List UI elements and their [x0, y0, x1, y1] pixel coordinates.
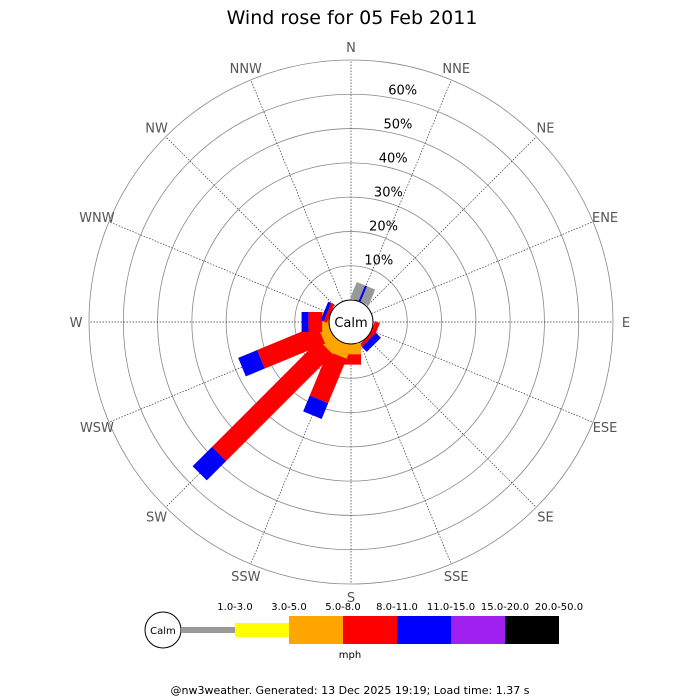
legend-swatch-8.0-11.0 — [343, 616, 397, 644]
direction-label-ese: ESE — [593, 421, 618, 436]
direction-label-e: E — [622, 316, 630, 331]
direction-label-se: SE — [537, 510, 553, 525]
petal-se-11.0-15.0 — [365, 336, 381, 352]
radial-tick-label: 40% — [379, 151, 408, 166]
radial-tick-label: 10% — [364, 253, 393, 268]
radial-tick-label: 60% — [388, 84, 417, 99]
petal-wnw-11.0-15.0 — [320, 301, 332, 322]
grid-spoke — [371, 330, 594, 423]
chart-title: Wind rose for 05 Feb 2011 — [227, 7, 478, 29]
grid-ring — [260, 231, 442, 413]
legend-swatch-3.0-5.0 — [235, 623, 289, 637]
direction-label-n: N — [346, 41, 356, 56]
petal-w-11.0-15.0 — [301, 312, 309, 332]
direction-label-ene: ENE — [592, 211, 618, 226]
radial-tick-label: 20% — [369, 219, 398, 234]
legend-swatch-20.0-50.0 — [505, 616, 559, 644]
petal-ssw-8.0-11.0 — [309, 351, 347, 404]
grid-ring — [88, 59, 614, 585]
grid-spoke — [108, 221, 331, 314]
chart-labels: N NNE NE ENE E ESE SE SSE S SSW SW WSW W WNW NW NNW 10% 2… — [70, 41, 631, 606]
direction-label-wnw: WNW — [79, 211, 115, 226]
petal-wnw-8.0-11.0 — [323, 303, 335, 323]
chart-legend: Calm 1.0-3.0 3.0-5.0 5.0-8.0 8.0-11.0 11.0-15… — [144, 602, 583, 661]
direction-label-sse: SSE — [444, 570, 469, 585]
grid-spoke — [250, 79, 343, 302]
grid-spoke — [165, 136, 336, 307]
grid-spoke — [366, 337, 537, 508]
legend-swatch-1.0-3.0 — [181, 627, 235, 633]
petal-se-8.0-11.0 — [359, 330, 377, 348]
direction-label-ne: NE — [536, 122, 554, 137]
legend-calm-label: Calm — [150, 626, 176, 637]
grid-ring — [122, 93, 580, 551]
legend-label-5.0-8.0: 5.0-8.0 — [325, 602, 360, 613]
grid-spoke — [366, 136, 537, 307]
radial-tick-label: 50% — [383, 117, 412, 132]
direction-label-nw: NW — [145, 122, 168, 137]
direction-label-s: S — [347, 591, 355, 606]
legend-label-3.0-5.0: 3.0-5.0 — [271, 602, 306, 613]
direction-label-wsw: WSW — [80, 421, 114, 436]
legend-swatch-15.0-20.0 — [451, 616, 505, 644]
grid-spoke — [371, 221, 594, 314]
petal-w-8.0-11.0 — [308, 312, 323, 332]
calm-circle — [328, 299, 374, 345]
direction-label-sw: SW — [146, 510, 167, 525]
direction-label-w: W — [70, 316, 83, 331]
petal-nne-line — [358, 285, 367, 303]
calm-center: Calm — [328, 299, 374, 345]
petal-ssw-11.0-15.0 — [303, 395, 329, 420]
calm-label: Calm — [334, 316, 367, 331]
grid-spoke — [359, 79, 452, 302]
legend-units: mph — [339, 650, 361, 661]
petal-se-11.0-15.0 — [361, 332, 380, 351]
legend-label-8.0-11.0: 8.0-11.0 — [376, 602, 418, 613]
grid-ring — [191, 162, 511, 482]
direction-label-ssw: SSW — [231, 570, 261, 585]
legend-swatch-11.0-15.0 — [397, 616, 451, 644]
petal-sw-11.0-15.0 — [192, 446, 227, 481]
direction-label-nne: NNE — [442, 62, 470, 77]
chart-petals — [192, 282, 381, 481]
petal-wsw-8.0-11.0 — [257, 325, 325, 369]
legend-swatch-5.0-8.0 — [289, 616, 343, 644]
legend-label-20.0-50.0: 20.0-50.0 — [535, 602, 583, 613]
petal-wsw-11.0-15.0 — [238, 350, 265, 377]
legend-label-15.0-20.0: 15.0-20.0 — [481, 602, 529, 613]
direction-label-nnw: NNW — [230, 62, 262, 77]
footer-text: @nw3weather. Generated: 13 Dec 2025 19:1… — [171, 684, 530, 697]
legend-label-1.0-3.0: 1.0-3.0 — [217, 602, 252, 613]
petal-sw-8.0-11.0 — [212, 340, 333, 461]
grid-spoke — [359, 342, 452, 565]
legend-label-11.0-15.0: 11.0-15.0 — [427, 602, 475, 613]
radial-tick-label: 30% — [374, 185, 403, 200]
